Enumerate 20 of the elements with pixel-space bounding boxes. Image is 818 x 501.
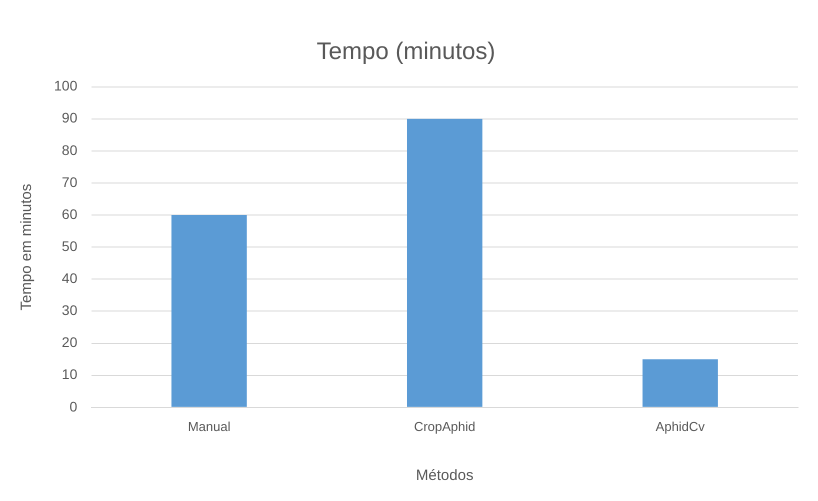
x-tick-label: AphidCv bbox=[656, 418, 706, 434]
y-tick-label: 0 bbox=[70, 398, 78, 414]
y-tick-label: 40 bbox=[62, 270, 78, 286]
bar bbox=[171, 215, 247, 407]
x-tick-label: Manual bbox=[188, 418, 231, 434]
y-tick-label: 60 bbox=[62, 206, 78, 222]
y-tick-label: 70 bbox=[62, 174, 78, 190]
y-tick-label: 30 bbox=[62, 302, 78, 318]
y-tick-label: 20 bbox=[62, 334, 78, 350]
y-tick-label: 90 bbox=[62, 110, 78, 126]
bar bbox=[642, 359, 718, 407]
x-axis-title: Métodos bbox=[416, 467, 474, 484]
y-tick-label: 80 bbox=[62, 142, 78, 158]
y-tick-label: 50 bbox=[62, 238, 78, 254]
y-tick-label: 10 bbox=[62, 366, 78, 382]
x-tick-label: CropAphid bbox=[414, 418, 476, 434]
chart-title: Tempo (minutos) bbox=[316, 38, 496, 66]
y-tick-label: 100 bbox=[54, 78, 78, 94]
y-axis-title: Tempo em minutos bbox=[18, 184, 36, 310]
bar bbox=[406, 118, 482, 407]
